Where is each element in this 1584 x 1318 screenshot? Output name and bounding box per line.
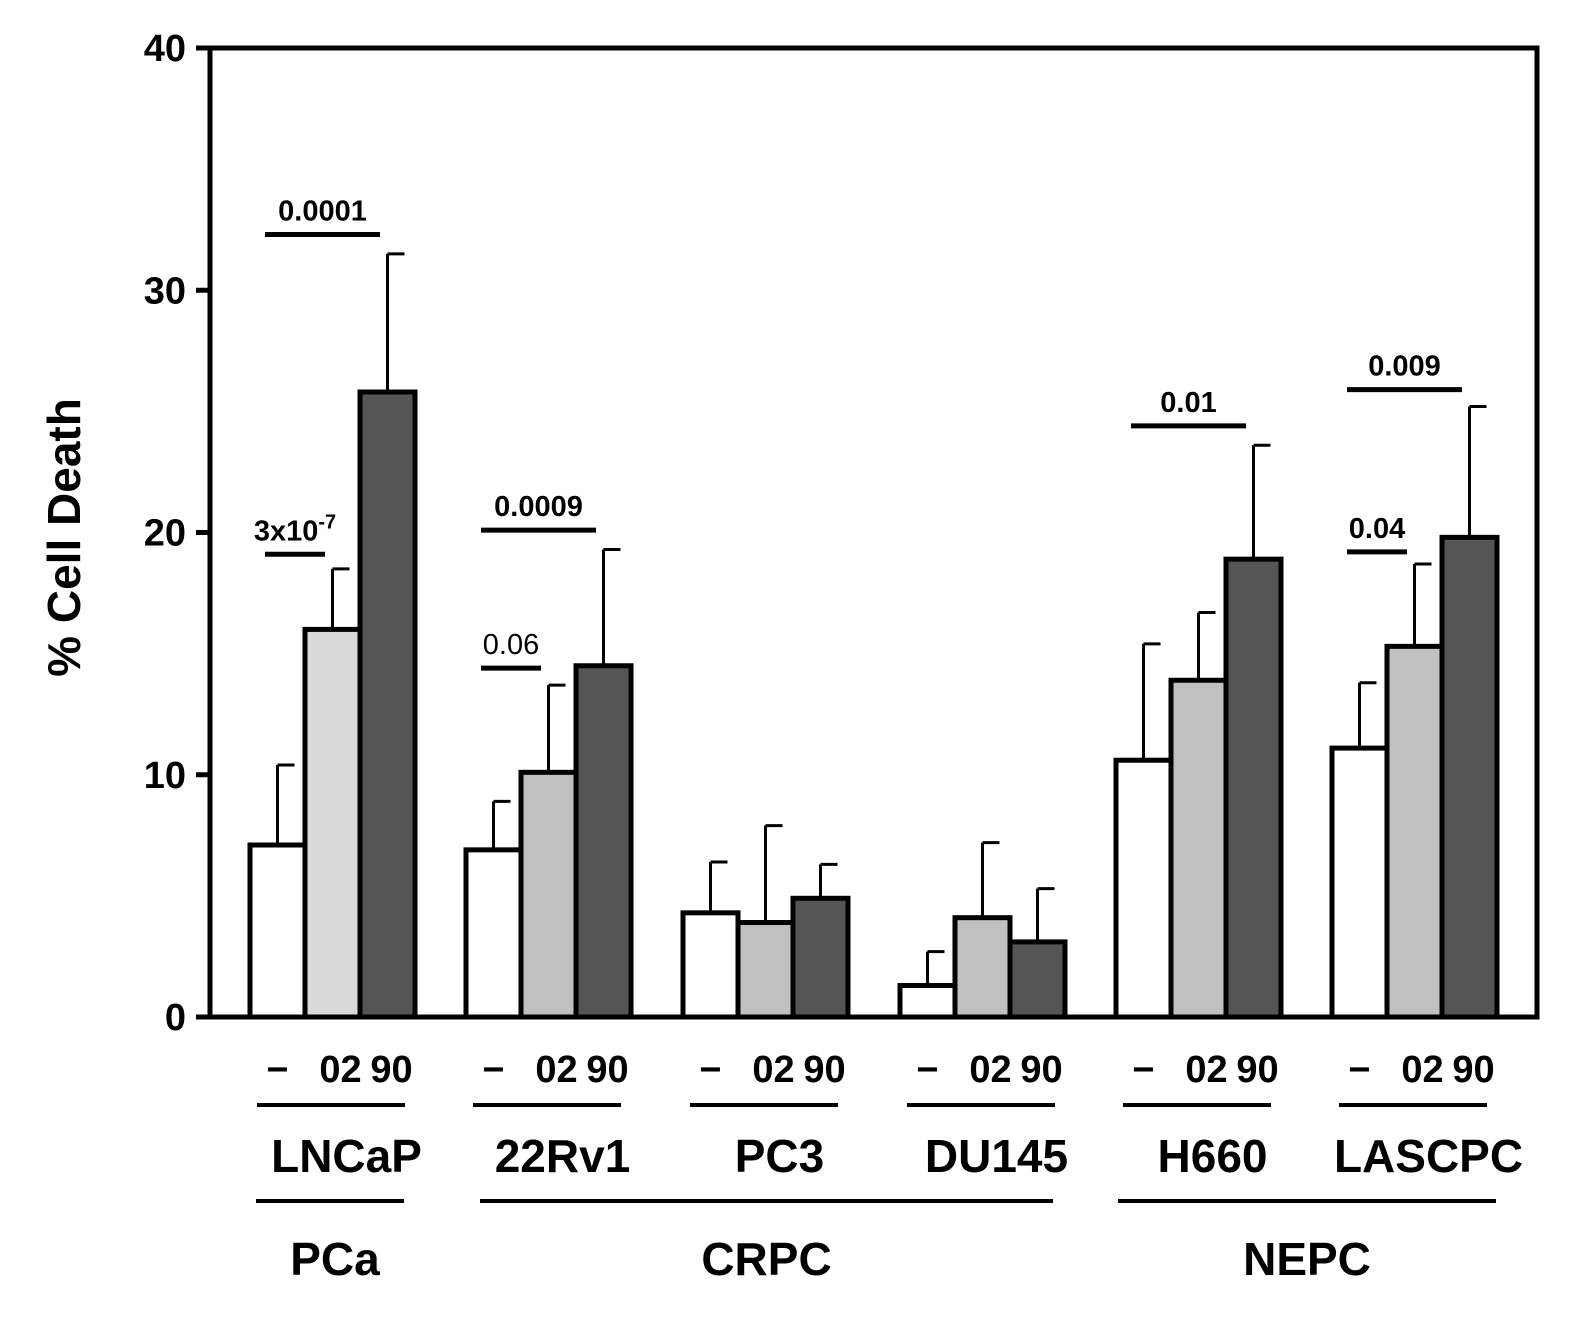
y-tick-label-20: 20 (144, 513, 186, 555)
cell-line-label-LASCPC: LASCPC (1334, 1130, 1523, 1182)
treatment-label-22Rv1-2: 90 (586, 1049, 628, 1091)
p-value-text: 3x10 (254, 515, 319, 547)
cell-line-label-H660: H660 (1158, 1130, 1268, 1182)
p-value-text: 0.06 (483, 629, 539, 661)
p-value-label-2: 0.0009 (494, 491, 583, 523)
group-label-NEPC: NEPC (1243, 1233, 1371, 1285)
p-value-label-3: 0.06 (483, 629, 539, 661)
bar-22Rv1-1 (518, 769, 579, 1020)
y-tick-label-10: 10 (144, 755, 186, 797)
p-value-text: 0.0009 (494, 491, 583, 523)
treatment-label-LNCaP-1: 02 (319, 1049, 361, 1091)
bar-LNCaP-1 (302, 626, 363, 1020)
bar-DU145-1 (952, 915, 1013, 1020)
group-label-PCa: PCa (290, 1233, 380, 1285)
treatment-label-LASCPC-1: 02 (1401, 1049, 1443, 1091)
p-value-label-5: 0.009 (1368, 351, 1441, 383)
treatment-label-DU145-1: 02 (969, 1049, 1011, 1091)
p-value-text: 0.0001 (278, 196, 367, 228)
treatment-label-PC3-1: 02 (752, 1049, 794, 1091)
cell-line-label-PC3: PC3 (735, 1130, 824, 1182)
treatment-label-22Rv1-0: − (482, 1049, 504, 1091)
treatment-label-DU145-0: − (916, 1049, 938, 1091)
p-value-superscript: -7 (318, 511, 336, 533)
treatment-label-LNCaP-2: 90 (370, 1049, 412, 1091)
bar-H660-1 (1168, 677, 1229, 1020)
bar-LASCPC-2 (1439, 534, 1500, 1020)
bar-22Rv1-2 (573, 663, 634, 1020)
y-tick-label-40: 40 (144, 28, 186, 70)
y-axis-label: % Cell Death (38, 398, 90, 677)
cell-line-label-DU145: DU145 (925, 1130, 1068, 1182)
bar-22Rv1-0 (463, 847, 524, 1020)
treatment-label-LASCPC-2: 90 (1452, 1049, 1494, 1091)
bar-LNCaP-2 (357, 389, 418, 1020)
treatment-label-PC3-0: − (699, 1049, 721, 1091)
y-tick-label-30: 30 (144, 270, 186, 312)
treatment-label-DU145-2: 90 (1020, 1049, 1062, 1091)
bar-LASCPC-1 (1384, 643, 1445, 1020)
treatment-label-H660-2: 90 (1236, 1049, 1278, 1091)
bar-PC3-2 (790, 895, 851, 1020)
bar-H660-0 (1113, 757, 1174, 1020)
treatment-label-H660-0: − (1132, 1049, 1154, 1091)
group-label-CRPC: CRPC (701, 1233, 831, 1285)
y-tick-label-0: 0 (165, 997, 186, 1039)
treatment-label-H660-1: 02 (1185, 1049, 1227, 1091)
cell-line-label-22Rv1: 22Rv1 (495, 1130, 631, 1182)
bar-H660-2 (1223, 556, 1284, 1020)
bar-PC3-1 (735, 920, 796, 1020)
treatment-label-LASCPC-0: − (1348, 1049, 1370, 1091)
bar-LNCaP-0 (247, 842, 308, 1020)
treatment-label-22Rv1-1: 02 (535, 1049, 577, 1091)
p-value-label-0: 0.0001 (278, 196, 367, 228)
bar-DU145-0 (897, 983, 958, 1020)
cell-line-label-LNCaP: LNCaP (271, 1130, 422, 1182)
bar-LASCPC-0 (1329, 745, 1390, 1020)
treatment-label-PC3-2: 90 (803, 1049, 845, 1091)
p-value-text: 0.01 (1160, 387, 1216, 419)
p-value-label-6: 0.04 (1349, 513, 1405, 545)
p-value-label-4: 0.01 (1160, 387, 1216, 419)
bar-PC3-0 (680, 910, 741, 1020)
p-value-text: 0.04 (1349, 513, 1405, 545)
p-value-text: 0.009 (1368, 351, 1441, 383)
p-value-label-1: 3x10-7 (254, 511, 336, 547)
bar-DU145-2 (1007, 939, 1068, 1020)
treatment-label-LNCaP-0: − (266, 1049, 288, 1091)
